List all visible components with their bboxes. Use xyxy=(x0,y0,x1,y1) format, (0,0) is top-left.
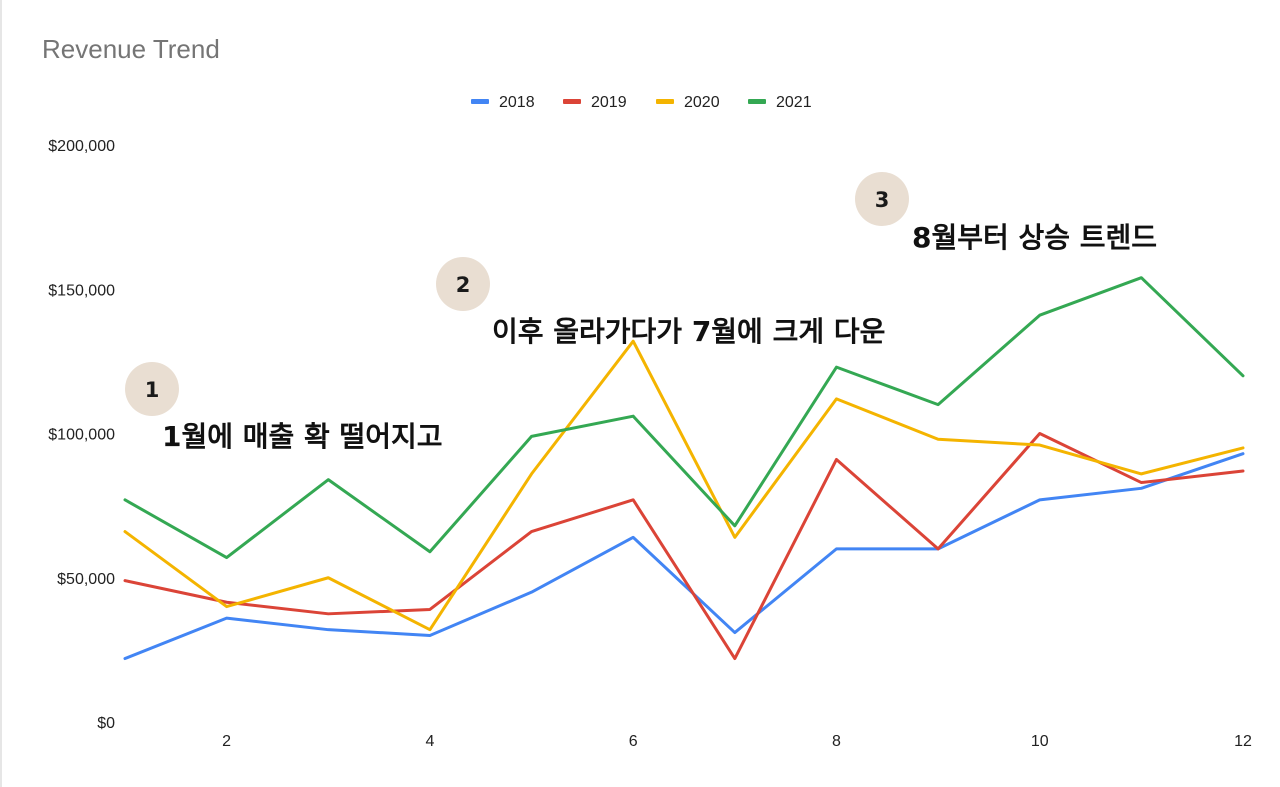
annotation-number: 2 xyxy=(456,273,471,297)
y-tick-label: $200,000 xyxy=(48,138,115,155)
x-axis: 2 4 6 8 10 12 xyxy=(222,733,1252,750)
annotation-number: 3 xyxy=(875,188,890,212)
series-line-2020 xyxy=(123,339,1245,632)
annotation-badge xyxy=(855,172,909,226)
data-point-2018 xyxy=(530,590,534,594)
data-point-2021 xyxy=(834,365,838,369)
data-point-2020 xyxy=(1241,446,1245,450)
data-point-2019 xyxy=(428,607,432,611)
data-point-2020 xyxy=(733,535,737,539)
data-point-2020 xyxy=(225,605,229,609)
legend-label: 2021 xyxy=(776,94,812,111)
data-point-2019 xyxy=(326,612,330,616)
annotation-number: 1 xyxy=(145,378,160,402)
data-point-2020 xyxy=(936,437,940,441)
data-point-2019 xyxy=(834,457,838,461)
x-tick-label: 8 xyxy=(832,733,841,750)
chart-legend: 2018 2019 2020 2021 xyxy=(471,94,812,111)
y-axis: $0 $50,000 $100,000 $150,000 $200,000 xyxy=(48,138,115,732)
data-point-2018 xyxy=(326,628,330,632)
legend-swatch xyxy=(748,99,766,104)
data-point-2020 xyxy=(123,530,127,534)
legend-item-2018: 2018 xyxy=(471,94,535,111)
annotation-badge xyxy=(125,362,179,416)
data-point-2018 xyxy=(733,631,737,635)
left-border xyxy=(0,0,2,787)
series-line-2021 xyxy=(123,276,1245,560)
data-point-2021 xyxy=(225,556,229,560)
data-point-2019 xyxy=(1241,469,1245,473)
legend-item-2020: 2020 xyxy=(656,94,720,111)
data-point-2018 xyxy=(123,657,127,661)
legend-label: 2018 xyxy=(499,94,535,111)
data-point-2019 xyxy=(123,579,127,583)
data-point-2020 xyxy=(428,628,432,632)
x-tick-label: 12 xyxy=(1234,733,1252,750)
chart-title: Revenue Trend xyxy=(42,34,220,64)
data-point-2020 xyxy=(834,397,838,401)
data-point-2018 xyxy=(631,535,635,539)
data-point-2018 xyxy=(1241,452,1245,456)
data-point-2018 xyxy=(1038,498,1042,502)
annotation-text: 1월에 매출 확 떨어지고 xyxy=(162,420,443,453)
x-tick-label: 6 xyxy=(629,733,638,750)
data-point-2020 xyxy=(1139,472,1143,476)
data-point-2020 xyxy=(326,576,330,580)
annotation-badge xyxy=(436,257,490,311)
data-point-2018 xyxy=(225,616,229,620)
legend-item-2021: 2021 xyxy=(748,94,812,111)
x-tick-label: 4 xyxy=(425,733,434,750)
legend-item-2019: 2019 xyxy=(563,94,627,111)
annotation-text: 이후 올라가다가 7월에 크게 다운 xyxy=(492,315,885,348)
data-point-2020 xyxy=(1038,443,1042,447)
data-point-2019 xyxy=(1139,481,1143,485)
data-point-2019 xyxy=(631,498,635,502)
x-tick-label: 10 xyxy=(1031,733,1049,750)
data-point-2020 xyxy=(530,472,534,476)
data-point-2018 xyxy=(428,633,432,637)
x-tick-label: 2 xyxy=(222,733,231,750)
data-point-2021 xyxy=(326,478,330,482)
legend-swatch xyxy=(563,99,581,104)
annotation-2: 2 이후 올라가다가 7월에 크게 다운 xyxy=(436,257,885,348)
series-line-2019 xyxy=(123,432,1245,661)
data-point-2018 xyxy=(834,547,838,551)
data-point-2019 xyxy=(733,657,737,661)
y-tick-label: $100,000 xyxy=(48,427,115,444)
data-point-2019 xyxy=(936,547,940,551)
data-point-2021 xyxy=(123,498,127,502)
annotation-text: 8월부터 상승 트렌드 xyxy=(912,221,1157,254)
data-point-2021 xyxy=(1139,276,1143,280)
data-point-2019 xyxy=(1038,432,1042,436)
series-lines xyxy=(123,276,1245,661)
y-tick-label: $50,000 xyxy=(57,571,115,588)
data-point-2018 xyxy=(1139,486,1143,490)
data-point-2021 xyxy=(936,403,940,407)
legend-swatch xyxy=(656,99,674,104)
data-point-2021 xyxy=(1038,313,1042,317)
legend-swatch xyxy=(471,99,489,104)
legend-label: 2020 xyxy=(684,94,720,111)
data-point-2021 xyxy=(1241,374,1245,378)
data-point-2021 xyxy=(428,550,432,554)
data-point-2019 xyxy=(530,530,534,534)
data-point-2021 xyxy=(733,524,737,528)
data-point-2021 xyxy=(530,434,534,438)
legend-label: 2019 xyxy=(591,94,627,111)
data-point-2021 xyxy=(631,414,635,418)
annotation-3: 3 8월부터 상승 트렌드 xyxy=(855,172,1157,254)
y-tick-label: $150,000 xyxy=(48,282,115,299)
y-tick-label: $0 xyxy=(97,715,115,732)
series-line-2018 xyxy=(123,452,1245,661)
data-point-2019 xyxy=(225,600,229,604)
